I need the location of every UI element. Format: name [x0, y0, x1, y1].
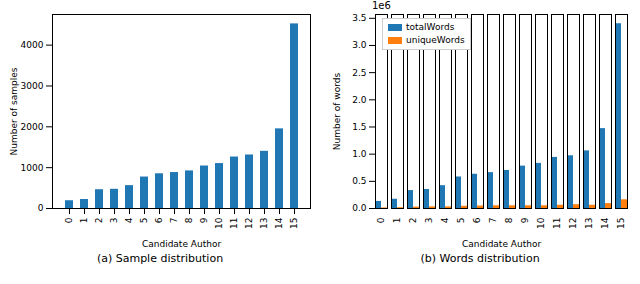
svg-text:13: 13: [259, 218, 269, 229]
svg-text:12: 12: [244, 218, 254, 229]
svg-text:2000: 2000: [21, 122, 44, 132]
svg-text:2: 2: [94, 218, 104, 224]
svg-text:0: 0: [376, 217, 386, 223]
html-text:totalWords: totalWords: [406, 22, 455, 32]
svg-text:5: 5: [139, 218, 149, 224]
svg-text:7: 7: [169, 218, 179, 224]
svg-text:10: 10: [214, 217, 224, 229]
svg-text:0: 0: [38, 203, 44, 213]
svg-text:6: 6: [472, 217, 482, 223]
svg-text:13: 13: [584, 218, 594, 229]
svg-text:9: 9: [520, 217, 530, 223]
svg-text:Candidate Author: Candidate Author: [462, 239, 541, 249]
svg-text:Number of samples: Number of samples: [9, 67, 19, 155]
svg-text:3.0: 3.0: [352, 40, 367, 50]
svg-text:3.5: 3.5: [352, 13, 366, 23]
svg-text:8: 8: [504, 217, 514, 223]
svg-text:4: 4: [440, 217, 450, 223]
html-text:1e6: 1e6: [372, 0, 391, 11]
svg-text:5: 5: [456, 218, 466, 224]
svg-text:3000: 3000: [21, 81, 44, 91]
svg-text:8: 8: [184, 217, 194, 223]
svg-text:1000: 1000: [21, 163, 44, 173]
svg-text:14: 14: [274, 217, 284, 229]
svg-text:2: 2: [408, 218, 418, 224]
html-text:(a) Sample distribution: (a) Sample distribution: [96, 252, 224, 265]
svg-text:9: 9: [199, 217, 209, 223]
svg-text:0: 0: [64, 217, 74, 223]
svg-text:10: 10: [536, 217, 546, 229]
svg-text:15: 15: [289, 218, 299, 229]
svg-text:11: 11: [552, 218, 562, 229]
svg-text:3: 3: [424, 218, 434, 224]
svg-text:1.5: 1.5: [352, 122, 366, 132]
svg-text:1: 1: [392, 218, 402, 224]
svg-text:4000: 4000: [21, 40, 44, 50]
svg-text:6: 6: [154, 217, 164, 223]
svg-text:1: 1: [79, 218, 89, 224]
svg-text:0.0: 0.0: [352, 203, 367, 213]
html-text:(b) Words distribution: (b) Words distribution: [420, 252, 540, 265]
svg-text:2.0: 2.0: [352, 95, 367, 105]
html-text:uniqueWords: uniqueWords: [406, 35, 465, 45]
svg-text:12: 12: [568, 218, 578, 229]
svg-text:11: 11: [229, 218, 239, 229]
svg-text:2.5: 2.5: [352, 68, 366, 78]
svg-text:Candidate Author: Candidate Author: [142, 239, 221, 249]
svg-text:4: 4: [124, 217, 134, 223]
svg-text:15: 15: [616, 218, 626, 229]
svg-text:7: 7: [488, 218, 498, 224]
svg-text:Number of words: Number of words: [332, 73, 342, 151]
svg-text:0.5: 0.5: [352, 176, 366, 186]
svg-text:3: 3: [109, 218, 119, 224]
svg-text:1.0: 1.0: [352, 149, 367, 159]
svg-text:14: 14: [600, 217, 610, 229]
